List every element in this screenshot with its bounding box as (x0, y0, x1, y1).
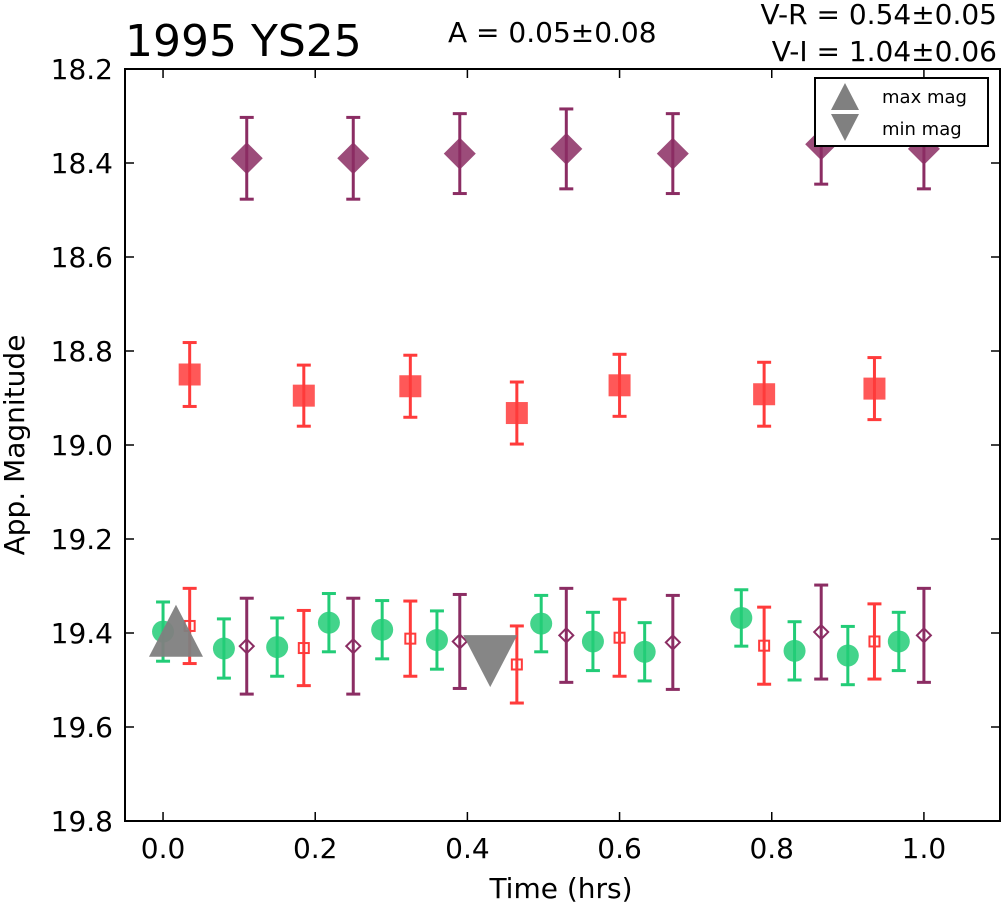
series-5 (238, 583, 933, 696)
x-tick-label: 0.8 (749, 832, 794, 865)
data-point-circle (317, 611, 340, 634)
data-point-diamond (664, 633, 682, 651)
data-point-circle (633, 640, 656, 663)
data-point-square (292, 384, 315, 407)
y-tick-label: 18.2 (51, 53, 113, 86)
max-mag-marker (148, 604, 203, 657)
legend: max mag min mag (814, 77, 989, 147)
y-tick-label: 19.6 (51, 711, 113, 744)
data-point-diamond (915, 626, 933, 644)
x-tick-label: 0.4 (445, 832, 490, 865)
y-tick-label: 18.6 (51, 241, 113, 274)
data-point-square (753, 383, 776, 406)
data-point-circle (212, 637, 235, 660)
data-point-square (505, 402, 528, 425)
data-point-diamond (443, 137, 476, 170)
x-tick-label: 1.0 (902, 832, 947, 865)
series-4 (182, 586, 882, 705)
data-point-diamond (451, 633, 469, 650)
data-point-square (399, 375, 422, 398)
data-point-circle (425, 629, 448, 652)
color-index-vi-label: V-I = 1.04±0.06 (772, 35, 997, 68)
y-tick-label: 19.0 (51, 429, 113, 462)
data-point-square (868, 635, 881, 648)
data-point-circle (887, 630, 910, 653)
data-point-square (863, 377, 886, 400)
data-point-circle (581, 630, 604, 653)
x-axis-label: Time (hrs) (488, 872, 632, 904)
y-tick-label: 19.4 (51, 617, 113, 650)
data-point-circle (371, 618, 394, 641)
y-axis-label: App. Magnitude (0, 335, 31, 556)
data-point-circle (783, 639, 806, 662)
y-tick-label: 18.4 (51, 147, 113, 180)
data-point-square (613, 631, 626, 644)
series-3 (152, 588, 910, 687)
data-point-diamond (812, 623, 830, 641)
legend-max-mag-marker (831, 83, 859, 110)
axes: 18.2 18.4 18.6 18.8 19.0 19.2 19.4 19.6 19.8 0.0 0… (51, 53, 1001, 865)
data-point-circle (530, 612, 553, 635)
y-tick-label: 18.8 (51, 335, 113, 368)
x-tick-label: 0.6 (597, 832, 642, 865)
x-tick-label: 0.2 (293, 832, 338, 865)
data-point-square (297, 642, 310, 655)
data-layer (148, 102, 940, 705)
min-mag-marker (463, 635, 518, 688)
chart-title: 1995 YS25 (125, 16, 362, 67)
legend-max-mag-label: max mag (882, 87, 967, 108)
y-tick-label: 19.8 (51, 805, 113, 838)
data-point-square (608, 374, 631, 397)
data-point-diamond (238, 637, 256, 655)
data-point-square (404, 632, 417, 645)
data-point-diamond (337, 142, 370, 175)
amplitude-label: A = 0.05±0.08 (448, 16, 657, 49)
data-point-circle (730, 606, 753, 629)
data-point-circle (836, 644, 859, 667)
data-point-square (178, 363, 201, 386)
data-point-diamond (656, 137, 689, 170)
data-point-diamond (230, 142, 263, 175)
data-point-diamond (550, 132, 583, 165)
plot-area (148, 102, 940, 705)
data-point-square (758, 639, 771, 652)
legend-min-mag-marker (831, 114, 859, 141)
legend-min-mag-label: min mag (882, 119, 962, 140)
data-point-diamond (557, 626, 575, 644)
y-tick-label: 19.2 (51, 523, 113, 556)
data-point-square (510, 658, 523, 671)
color-index-vr-label: V-R = 0.54±0.05 (761, 0, 997, 31)
x-tick-label: 0.0 (141, 832, 186, 865)
data-point-diamond (344, 637, 362, 655)
series-2 (178, 341, 886, 446)
data-point-circle (266, 636, 289, 659)
